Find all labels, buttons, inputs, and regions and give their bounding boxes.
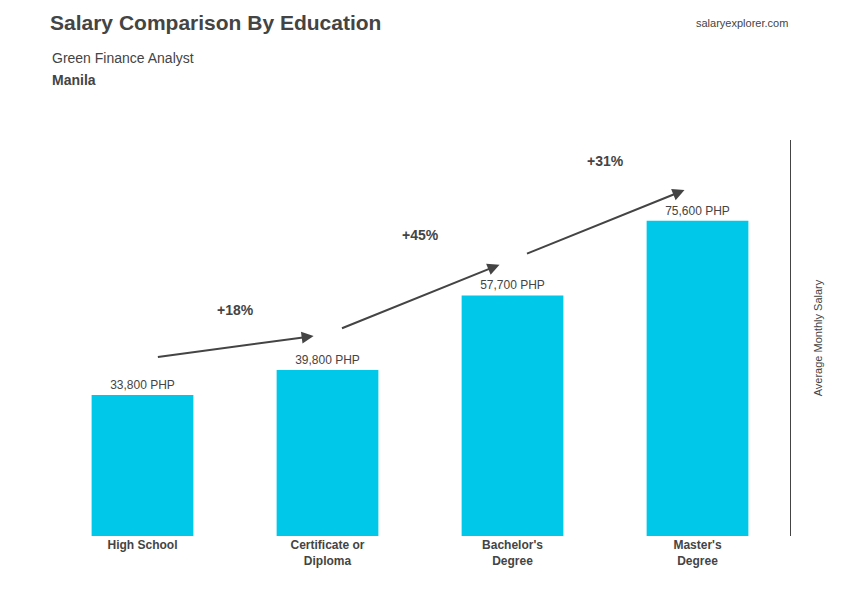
svg-text:+18%: +18%	[217, 302, 254, 318]
svg-text:Average Monthly Salary: Average Monthly Salary	[812, 279, 824, 396]
svg-text:High School: High School	[108, 538, 178, 552]
svg-text:57,700 PHP: 57,700 PHP	[480, 278, 545, 292]
svg-text:+45%: +45%	[402, 227, 439, 243]
svg-text:75,600 PHP: 75,600 PHP	[665, 204, 730, 218]
svg-text:39,800 PHP: 39,800 PHP	[295, 353, 360, 367]
svg-text:Bachelor'sDegree: Bachelor'sDegree	[482, 538, 543, 568]
svg-text:Manila: Manila	[52, 72, 96, 88]
svg-text:+31%: +31%	[587, 153, 624, 169]
svg-text:Salary Comparison By Education: Salary Comparison By Education	[50, 11, 381, 34]
svg-text:salaryexplorer.com: salaryexplorer.com	[696, 17, 788, 29]
svg-text:33,800 PHP: 33,800 PHP	[110, 378, 175, 392]
svg-text:Certificate orDiploma: Certificate orDiploma	[290, 538, 364, 568]
svg-text:Green Finance Analyst: Green Finance Analyst	[52, 50, 194, 66]
svg-text:Master'sDegree: Master'sDegree	[673, 538, 722, 568]
